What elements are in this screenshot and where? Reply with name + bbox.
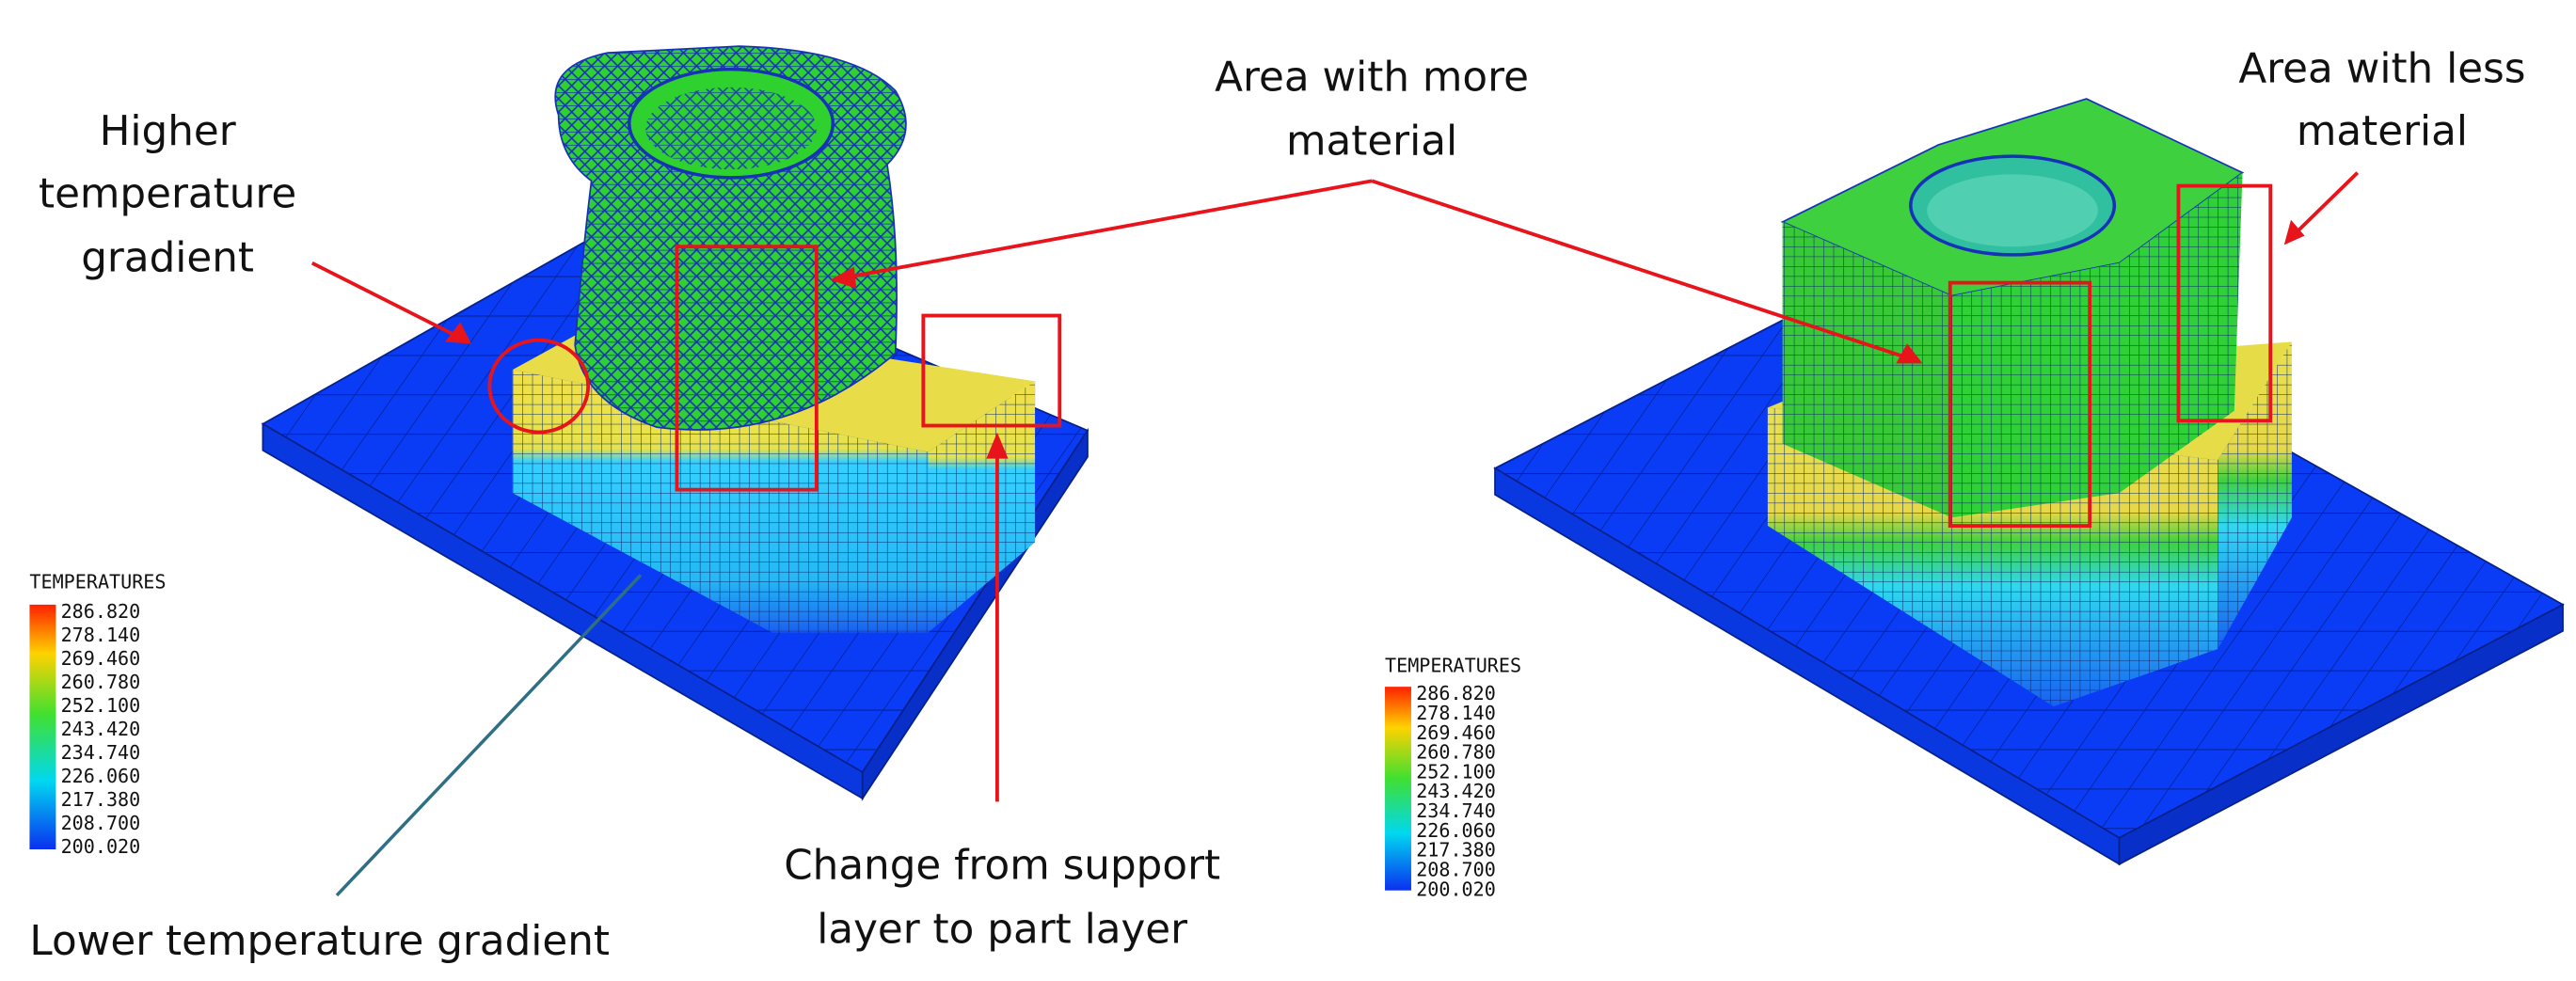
- legend-label: 252.100: [61, 694, 141, 717]
- annotations: Higher temperature gradient Area with mo…: [29, 45, 2525, 965]
- legend-label: 252.100: [1416, 760, 1496, 783]
- legend-label: 278.140: [1416, 702, 1496, 724]
- legend-label: 269.460: [1416, 721, 1496, 744]
- annotation-marks: [310, 171, 2360, 802]
- annotation-text: Higher: [100, 107, 236, 155]
- legend-label: 217.380: [1416, 839, 1496, 862]
- annotation-text: gradient: [81, 233, 254, 281]
- right-model: [1493, 98, 2565, 866]
- legend-label: 243.420: [61, 718, 141, 740]
- annotation-text: Area with less: [2238, 45, 2525, 93]
- legend-label: 200.020: [61, 835, 141, 858]
- legend-label: 260.780: [61, 671, 141, 693]
- annotation-text: layer to part layer: [817, 906, 1187, 954]
- legend-label: 286.820: [61, 600, 141, 623]
- legend-label: 260.780: [1416, 741, 1496, 764]
- legend-label: 208.700: [61, 812, 141, 834]
- legend-label: 226.060: [61, 765, 141, 787]
- legend-label: 286.820: [1416, 682, 1496, 704]
- annotation-text: material: [2297, 107, 2468, 155]
- legend-label: 217.380: [61, 788, 141, 811]
- legend-title: TEMPERATURES: [1385, 654, 1521, 676]
- legends: TEMPERATURES286.820278.140269.460260.780…: [29, 570, 1521, 900]
- annotation-text: Lower temperature gradient: [29, 917, 610, 965]
- annotation-text: Change from support: [784, 841, 1220, 889]
- legend-label: 234.740: [1416, 799, 1496, 822]
- legend-label: 208.700: [1416, 859, 1496, 881]
- legend-label: 278.140: [61, 624, 141, 646]
- pointer-line: [335, 574, 643, 897]
- legend-label: 269.460: [61, 647, 141, 670]
- left-model: [261, 45, 1089, 801]
- legend-label: 200.020: [1416, 878, 1496, 900]
- annotation-text: material: [1286, 117, 1457, 165]
- annotation-text: temperature: [39, 169, 296, 217]
- legend-label: 243.420: [1416, 780, 1496, 802]
- legend-label: 234.740: [61, 741, 141, 764]
- annotation-text: Area with more: [1215, 53, 1529, 101]
- legend-title: TEMPERATURES: [29, 570, 166, 593]
- legend-color-bar: [1385, 687, 1411, 891]
- legend-color-bar: [29, 604, 56, 850]
- legend-label: 226.060: [1416, 819, 1496, 842]
